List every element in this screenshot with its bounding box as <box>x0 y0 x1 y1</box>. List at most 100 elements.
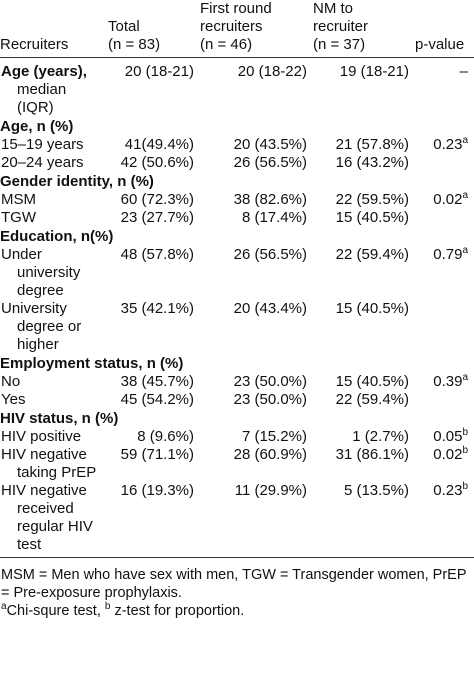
cell-nm: 16 (43.2%) <box>335 153 409 171</box>
cell-nm: 19 (18-21) <box>339 62 409 80</box>
header-nm: NM to recruiter (n = 37) <box>313 0 415 58</box>
row-label-line: university <box>17 263 81 281</box>
header-first-line3: (n = 46) <box>200 36 253 53</box>
cell-p: – <box>459 62 468 80</box>
section-row: Employment status, n (%) <box>0 354 474 373</box>
table-page: Recruiters Total (n = 83) First round re… <box>0 0 474 620</box>
table-row: Under university degree 48 (57.8%) 26 (5… <box>0 245 474 300</box>
row-label-line: degree or <box>17 317 82 335</box>
section-row: Age, n (%) <box>0 117 474 136</box>
cell-first: 8 (17.4%) <box>241 208 307 226</box>
row-label: Yes <box>1 390 26 408</box>
cell-p: 0.39a <box>415 372 474 391</box>
section-label: Age, n (%) <box>0 117 74 135</box>
cell-total: 45 (54.2%) <box>120 390 194 408</box>
table-row: HIV negative received regular HIV test 1… <box>0 480 474 558</box>
cell-first: 11 (29.9%) <box>234 481 307 499</box>
section-row: Education, n(%) <box>0 227 474 246</box>
recruiters-table: Recruiters Total (n = 83) First round re… <box>0 0 474 558</box>
p-value: 0.23 <box>433 135 463 153</box>
row-label-line: Under <box>1 245 42 263</box>
header-nm-line1: NM to <box>313 0 354 17</box>
row-label-line: regular HIV <box>17 517 93 535</box>
footnote-sup-b: b <box>104 600 111 612</box>
table-row: 15–19 years 41(49.4%) 20 (43.5%) 21 (57.… <box>0 134 474 154</box>
cell-first: 20 (43.4%) <box>233 299 307 317</box>
table-row: TGW 23 (27.7%) 8 (17.4%) 15 (40.5%) <box>0 209 474 227</box>
cell-first: 7 (15.2%) <box>241 427 307 445</box>
cell-nm: 15 (40.5%) <box>335 208 409 226</box>
table-row: HIV positive 8 (9.6%) 7 (15.2%) 1 (2.7%)… <box>0 427 474 446</box>
table-row: No 38 (45.7%) 23 (50.0%) 15 (40.5%) 0.39… <box>0 372 474 391</box>
p-superscript: b <box>462 480 468 492</box>
row-label: 20–24 years <box>1 153 84 171</box>
cell-total: 60 (72.3%) <box>120 190 194 208</box>
cell-total: 41(49.4%) <box>124 135 194 153</box>
row-label: Under university degree <box>0 246 108 300</box>
cell-first: 20 (18-22) <box>237 62 307 80</box>
cell-first: 23 (50.0%) <box>233 372 307 390</box>
cell-first: 20 (43.5%) <box>233 135 307 153</box>
cell-p: 0.02b <box>415 444 474 482</box>
p-value: 0.39 <box>433 372 463 390</box>
row-label: Age (years), median (IQR) <box>0 63 108 117</box>
section-label: Employment status, n (%) <box>0 354 184 372</box>
cell-p <box>415 209 474 227</box>
cell-nm: 1 (2.7%) <box>352 427 409 445</box>
row-label: HIV positive <box>1 427 82 445</box>
row-label: HIV negative taking PrEP <box>0 446 108 482</box>
row-label: TGW <box>1 208 36 226</box>
cell-p: 0.23b <box>415 480 474 558</box>
section-row: Gender identity, n (%) <box>0 172 474 191</box>
table-header-row: Recruiters Total (n = 83) First round re… <box>0 0 474 58</box>
table-row: Yes 45 (54.2%) 23 (50.0%) 22 (59.4%) <box>0 391 474 409</box>
p-value: 0.02 <box>433 190 463 208</box>
header-p-label: p-value <box>415 36 465 53</box>
p-superscript: a <box>462 189 468 201</box>
p-value: 0.23 <box>433 481 463 499</box>
cell-nm: 5 (13.5%) <box>343 481 409 499</box>
header-total-line2: (n = 83) <box>108 36 161 53</box>
cell-nm: 31 (86.1%) <box>335 445 409 463</box>
cell-p <box>415 391 474 409</box>
footnote-abbreviations: MSM = Men who have sex with men, TGW = T… <box>1 566 467 601</box>
table-row: MSM 60 (72.3%) 38 (82.6%) 22 (59.5%) 0.0… <box>0 189 474 209</box>
cell-total: 16 (19.3%) <box>120 481 194 499</box>
p-superscript: b <box>462 444 468 456</box>
header-recruiters-label: Recruiters <box>0 36 69 53</box>
table-row: University degree or higher 35 (42.1%) 2… <box>0 300 474 354</box>
footnote-chi-square: Chi-squre test, <box>6 602 105 619</box>
header-recruiters: Recruiters <box>0 0 108 58</box>
header-nm-line3: (n = 37) <box>313 36 366 53</box>
footnote-tests: aChi-squre test, b z-test for proportion… <box>1 600 474 620</box>
header-nm-line2: recruiter <box>313 18 369 35</box>
p-value: 0.02 <box>433 445 463 463</box>
cell-nm: 15 (40.5%) <box>335 299 409 317</box>
cell-nm: 22 (59.4%) <box>335 245 409 263</box>
row-label: University degree or higher <box>0 300 108 354</box>
row-label-line: higher <box>17 335 59 353</box>
cell-p: 0.23a <box>415 134 474 154</box>
cell-nm: 22 (59.4%) <box>335 390 409 408</box>
cell-total: 23 (27.7%) <box>120 208 194 226</box>
header-first-round: First round recruiters (n = 46) <box>200 0 313 58</box>
row-label: 15–19 years <box>1 135 84 153</box>
cell-total: 20 (18-21) <box>124 62 194 80</box>
p-value: 0.79 <box>433 245 463 263</box>
row-label-line: (IQR) <box>17 98 54 116</box>
p-superscript: a <box>462 134 468 146</box>
row-label-line: HIV negative <box>1 445 87 463</box>
cell-p: 0.02a <box>415 189 474 209</box>
cell-first: 38 (82.6%) <box>233 190 307 208</box>
row-label: HIV negative received regular HIV test <box>0 482 108 558</box>
table-row: Age (years), median (IQR) 20 (18-21) 20 … <box>0 63 474 117</box>
header-total: Total (n = 83) <box>108 0 200 58</box>
cell-total: 42 (50.6%) <box>120 153 194 171</box>
row-label-line: received <box>17 499 74 517</box>
footnote-z-test: z-test for proportion. <box>110 602 245 619</box>
cell-first: 26 (56.5%) <box>233 245 307 263</box>
cell-nm: 15 (40.5%) <box>335 372 409 390</box>
section-label: Gender identity, n (%) <box>0 172 154 190</box>
cell-nm: 21 (57.8%) <box>335 135 409 153</box>
row-label-line: Age (years), <box>1 62 87 80</box>
